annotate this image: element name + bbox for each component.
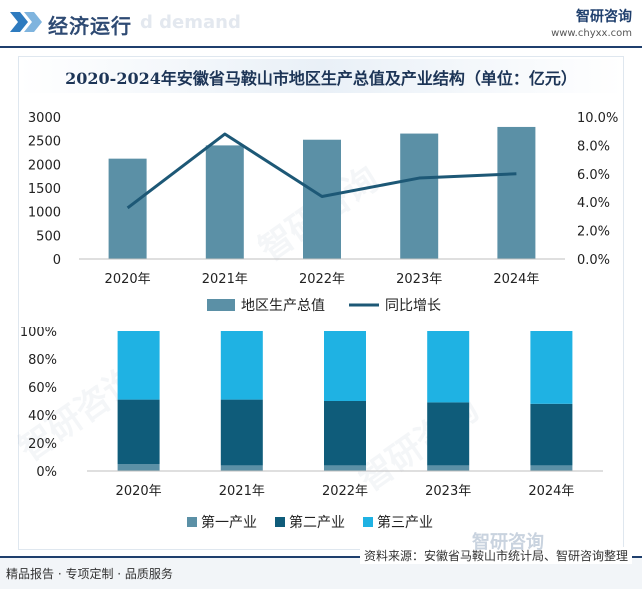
y-right-tick-label: 10.0% [577,111,618,126]
y-right-tick-label: 0.0% [577,253,610,268]
legend-label-growth: 同比增长 [385,298,441,314]
title-band [19,59,623,93]
legend-label: 第二产业 [289,514,345,531]
x-tick-label: 2023年 [425,484,471,499]
y-left-tick-label: 2500 [28,135,61,150]
y-tick-label: 100% [20,327,57,340]
y-left-tick-label: 2000 [28,158,61,173]
x-tick-label: 2020年 [105,272,151,287]
stack-segment [530,331,573,404]
stack-segment [117,464,160,471]
x-tick-label: 2021年 [219,484,265,499]
gdp-chart: 0 500 1000 1500 2000 2500 3000 0.0% 2.0% 4.0% 6.0%… [28,111,618,314]
y-tick-label: 0% [36,465,57,480]
x-tick-label: 2022年 [322,484,368,499]
stack-segment [220,331,263,400]
y-left-tick-label: 1500 [28,182,61,197]
header-divider [0,46,642,48]
chart-panel: 2020-2024年安徽省马鞍山市地区生产总值及产业结构（单位：亿元） 智研咨询… [12,56,624,550]
stack-segment [427,331,470,403]
legend-swatch [363,517,373,527]
stack-segment [427,402,470,466]
stack-segment [427,465,470,471]
footer: 精品报告 · 专项定制 · 品质服务 资料来源：安徽省马鞍山市统计局、智研咨询整… [0,547,642,589]
y-left-tick-label: 3000 [28,111,61,126]
legend-label-gdp: 地区生产总值 [241,298,325,314]
gdp-bar [303,139,341,259]
gdp-bar [205,145,244,259]
section-title: 经济运行 [48,14,132,38]
y-right-tick-label: 6.0% [577,168,610,183]
stack-segment [117,399,160,464]
legend-label: 第一产业 [201,514,257,531]
stack-segment [324,401,366,466]
brand-logo: 智研咨询 www.chyxx.com [551,6,632,39]
stack-segment [220,465,263,471]
stack-segment [324,331,366,401]
stack-segment [220,399,263,466]
gdp-bar [400,133,439,259]
y-right-tick-label: 2.0% [577,225,610,240]
x-tick-label: 2021年 [202,272,248,287]
y-left-tick-label: 500 [36,229,61,244]
legend-swatch [275,517,285,527]
brand-url: www.chyxx.com [551,28,632,39]
double-chevron-icon [10,12,42,32]
source-note: 资料来源：安徽省马鞍山市统计局、智研咨询整理 [359,547,632,564]
legend-swatch [187,517,197,527]
growth-line [126,132,517,210]
gdp-bar [497,126,536,259]
y-tick-label: 20% [28,437,57,452]
y-tick-label: 80% [28,353,57,368]
y-tick-label: 60% [28,381,57,396]
stack-segment [530,465,573,471]
x-tick-label: 2022年 [299,272,345,287]
y-right-tick-label: 8.0% [577,139,610,154]
header: 经济运行 d demand 智研咨询 www.chyxx.com [0,0,642,48]
chart-title: 2020-2024年安徽省马鞍山市地区生产总值及产业结构（单位：亿元） [65,69,577,88]
legend-swatch-gdp [207,299,235,311]
brand-name: 智研咨询 [576,9,632,25]
x-tick-label: 2020年 [116,484,162,499]
stack-segment [324,465,366,471]
industry-structure-chart: 0% 20% 40% 60% 80% 100% 2020年 2021年 2022年 2023年 20… [20,327,603,531]
y-left-tick-label: 1000 [28,206,61,221]
y-tick-label: 40% [28,409,57,424]
stack-segment [117,331,160,400]
footer-slogan: 精品报告 · 专项定制 · 品质服务 [6,567,173,581]
x-tick-label: 2024年 [528,484,574,499]
ghost-text: d demand [140,12,241,33]
x-tick-label: 2023年 [396,272,442,287]
stack-segment [530,403,573,466]
brand-watermark-bottom: 智研咨询 [472,532,544,553]
y-left-tick-label: 0 [53,253,61,268]
legend-label: 第三产业 [377,514,433,531]
y-right-tick-label: 4.0% [577,196,610,211]
gdp-bar [108,158,147,259]
x-tick-label: 2024年 [493,272,539,287]
